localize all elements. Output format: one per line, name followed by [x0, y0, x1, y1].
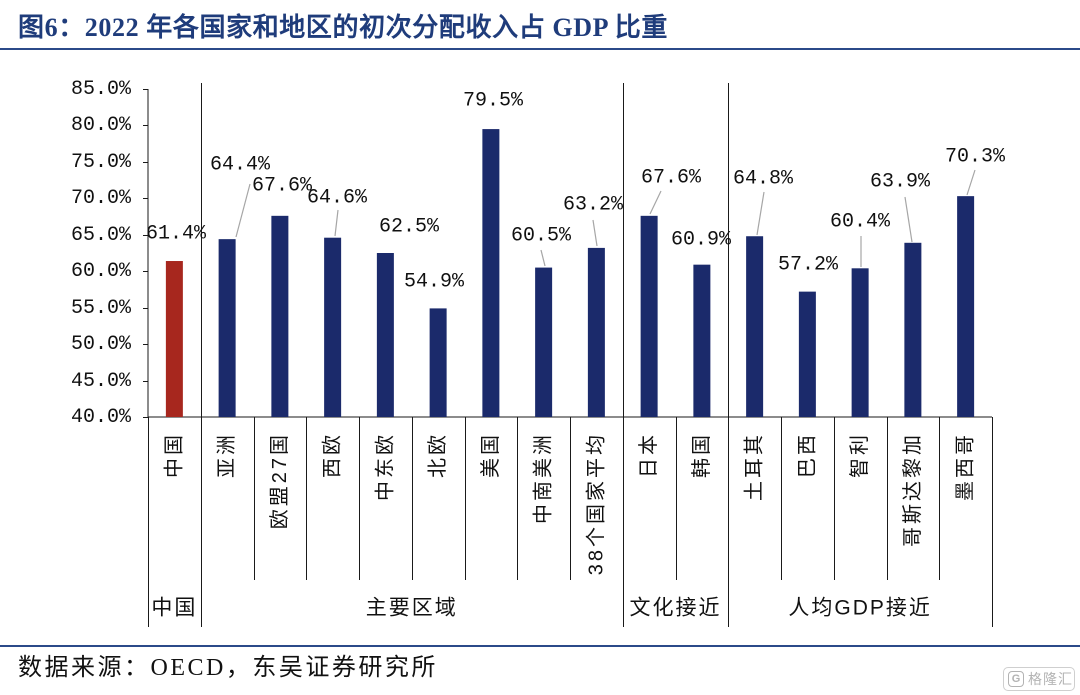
category-label-11: 韩国 — [690, 432, 713, 478]
bar-16 — [957, 196, 975, 417]
category-label-5: 中东欧 — [373, 432, 396, 501]
source-note: 数据来源：OECD，东吴证券研究所 — [18, 655, 438, 681]
category-label-16: 墨西哥 — [955, 432, 977, 501]
watermark-text: 格隆汇 — [1028, 671, 1073, 687]
value-label-15: 63.9% — [870, 171, 931, 194]
watermark-logo: G 格隆汇 — [1003, 667, 1075, 691]
figure-title: 图6：2022 年各国家和地区的初次分配收入占 GDP 比重 — [18, 13, 668, 42]
leader-line-9 — [592, 219, 598, 247]
category-label-7: 美国 — [479, 432, 502, 478]
category-label-14: 智利 — [848, 432, 871, 478]
value-label-10: 67.6% — [641, 167, 702, 190]
leader-line-4 — [334, 209, 339, 237]
category-label-6: 北欧 — [426, 432, 449, 478]
leader-line-15 — [904, 196, 913, 243]
bar-2 — [218, 239, 236, 417]
value-label-2: 64.4% — [210, 154, 271, 177]
y-tick-label-5: 60.0% — [71, 260, 132, 283]
bar-9 — [587, 247, 605, 417]
leader-line-2 — [235, 183, 251, 238]
y-tick-label-8: 75.0% — [71, 151, 132, 174]
category-label-2: 亚洲 — [216, 432, 238, 478]
value-label-16: 70.3% — [945, 146, 1006, 169]
value-label-12: 64.8% — [733, 168, 794, 191]
y-tick-label-10: 85.0% — [71, 78, 132, 101]
value-label-14: 60.4% — [830, 211, 891, 234]
category-label-9: 38个国家平均 — [584, 432, 607, 575]
category-label-12: 土耳其 — [743, 432, 766, 501]
chart-labels: 40.0% 45.0% 50.0% 55.0% 60.0% 65.0% 70.0% 75.0%… — [71, 78, 1006, 620]
bar-chart: 40.0% 45.0% 50.0% 55.0% 60.0% 65.0% 70.0% 75.0%… — [71, 78, 1006, 627]
bar-8 — [535, 267, 553, 417]
category-label-10: 日本 — [637, 432, 660, 478]
value-label-8: 60.5% — [511, 225, 572, 248]
value-label-11: 60.9% — [671, 229, 732, 252]
leader-lines — [235, 169, 976, 267]
y-tick-label-6: 65.0% — [71, 224, 132, 247]
y-tick-label-7: 70.0% — [71, 187, 132, 210]
bar-10 — [640, 215, 658, 417]
bar-12 — [746, 236, 764, 417]
category-label-13: 巴西 — [796, 432, 818, 478]
y-tick-label-1: 40.0% — [71, 406, 132, 429]
logo-mark-icon: G — [1008, 671, 1024, 687]
value-label-9: 63.2% — [563, 194, 624, 217]
bar-series — [165, 129, 975, 418]
value-label-4: 64.6% — [307, 187, 368, 210]
bar-15 — [904, 242, 922, 417]
category-label-15: 哥斯达黎加 — [901, 432, 924, 547]
y-tick-label-3: 50.0% — [71, 333, 132, 356]
leader-line-12 — [756, 191, 765, 236]
category-label-1: 中国 — [162, 432, 185, 478]
group-label-4: 人均GDP接近 — [788, 597, 932, 620]
y-tick-label-4: 55.0% — [71, 297, 132, 320]
value-label-5: 62.5% — [379, 216, 440, 239]
y-tick-label-2: 45.0% — [71, 370, 132, 393]
category-label-3: 欧盟27国 — [268, 432, 291, 529]
category-label-8: 中南美洲 — [532, 432, 555, 524]
group-label-2: 主要区域 — [366, 597, 458, 620]
category-label-4: 西欧 — [321, 432, 344, 478]
leader-line-16 — [966, 169, 976, 196]
group-label-1: 中国 — [151, 597, 197, 620]
source-rule — [0, 645, 1080, 647]
bar-4 — [324, 237, 342, 417]
bar-3 — [271, 215, 289, 417]
value-label-7: 79.5% — [463, 90, 524, 113]
value-label-13: 57.2% — [778, 254, 839, 277]
value-label-3: 67.6% — [252, 175, 313, 198]
bar-7 — [482, 129, 500, 418]
group-label-3: 文化接近 — [630, 597, 722, 620]
bar-1 — [165, 261, 183, 417]
leader-line-8 — [540, 249, 546, 267]
y-tick-label-9: 80.0% — [71, 114, 132, 137]
bar-14 — [851, 268, 869, 417]
value-label-1: 61.4% — [146, 223, 207, 246]
axis-frame — [143, 83, 993, 627]
title-underline — [0, 48, 1080, 50]
bar-13 — [798, 291, 816, 417]
bar-5 — [376, 253, 394, 417]
bar-11 — [693, 264, 711, 417]
value-label-6: 54.9% — [404, 271, 465, 294]
leader-line-10 — [649, 190, 662, 215]
bar-6 — [429, 308, 447, 417]
